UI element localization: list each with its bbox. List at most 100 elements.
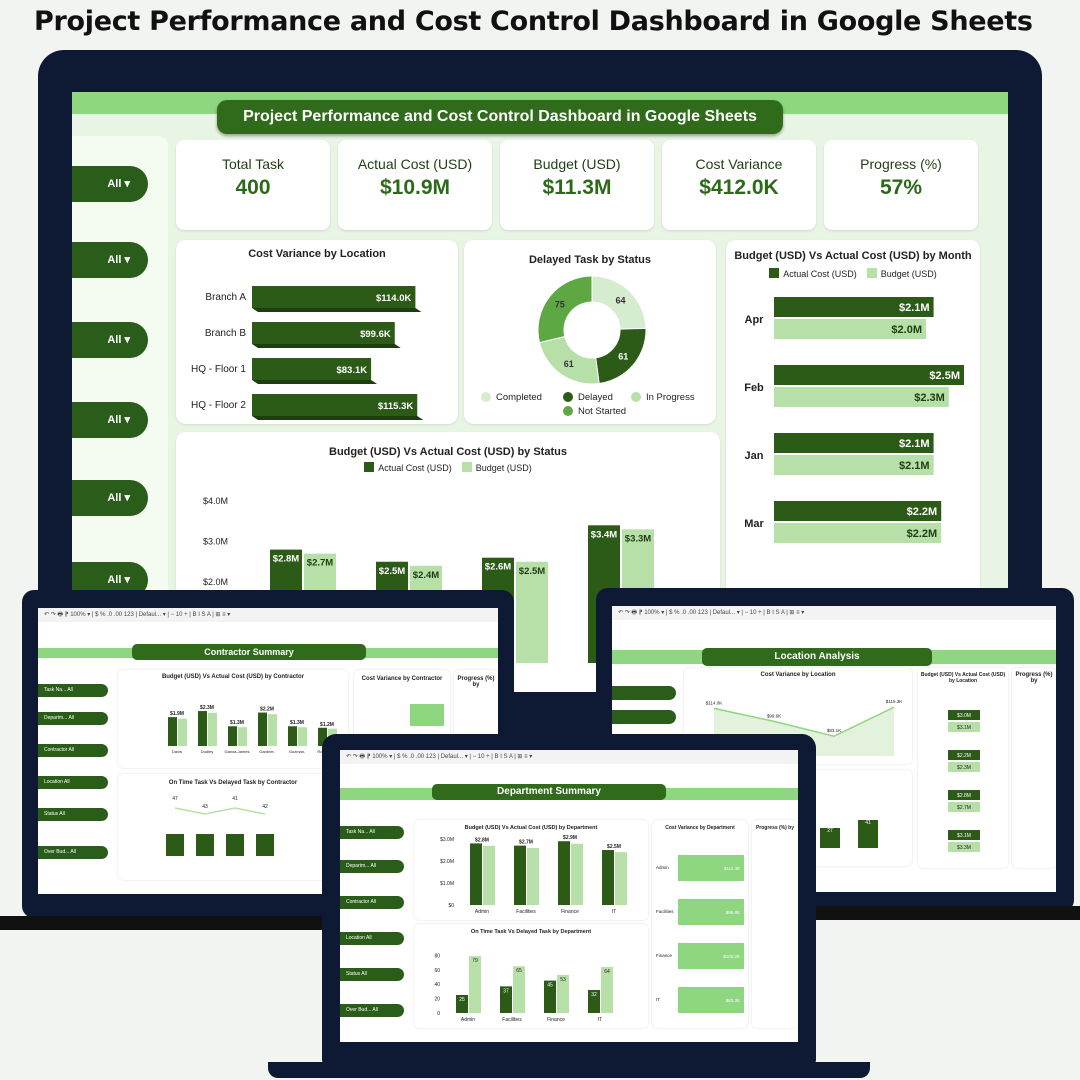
budget-month-chart: Apr $2.1M $2.0M Feb $2.5M $2.3M Jan $2.1M $2.1M M… [744,297,964,543]
sheets-toolbar[interactable]: ↶ ↷ 🖶 ⁋ 100% ▾ | $ % .0 .00 123 | Defaul… [38,608,498,622]
contractor-title: Contractor Summary [132,644,366,660]
y-tick-label: 40 [434,982,440,988]
bar-value: 79 [472,958,478,964]
delayed-bar [469,956,481,1013]
filter-contractor[interactable]: Contractor All [38,744,108,757]
category-label: Branch A [205,292,246,303]
filter-status[interactable]: Status All [340,968,404,981]
delayed-bar [513,966,525,1013]
bar-shadow [252,344,401,348]
bar-shadow [252,416,424,420]
legend-label: Delayed [578,392,613,403]
bar-value: $83.3K [726,998,740,1003]
category-label: Guzman, [289,749,305,754]
filter-contractor[interactable]: Contractor All [340,896,404,909]
month-legend: Actual Cost (USD) Budget (USD) [726,268,980,279]
filter-department[interactable]: Departm... All [38,712,108,725]
bar-value: 25 [459,997,465,1003]
ontime-bar [226,834,244,856]
legend-marker [481,392,491,402]
filter-pill[interactable] [612,686,676,700]
category-label: Facilities [502,1017,522,1023]
bar-value: $114.0K [376,293,412,304]
location-budget-card: Budget (USD) Vs Actual Cost (USD) by Loc… [918,668,1008,868]
bar-value: $1.2M [320,722,334,728]
category-label: Admin [461,1017,475,1023]
card-title: Cost Variance by Location [760,672,836,678]
filter-location[interactable]: Location All [340,932,404,945]
filter-department[interactable]: Departm... All [340,860,404,873]
sheets-toolbar[interactable]: ↶ ↷ 🖶 ⁋ 100% ▾ | $ % .0 .00 123 | Defaul… [340,750,798,764]
budget-bar [483,845,495,905]
variance-bar [678,899,744,925]
filter-task-name[interactable]: Task Na... All [38,684,108,697]
y-tick-label: $4.0M [203,496,228,506]
budget-bar [571,843,583,905]
y-tick-label: $2.0M [440,859,454,865]
filter-dropdown-2[interactable]: All ▾ [72,242,148,278]
budget-bar [774,319,926,339]
bar-value: $2.5M [929,370,960,382]
ontime-bar [500,986,512,1013]
filter-dropdown-3[interactable]: All ▾ [72,322,148,358]
category-label: Finance [561,909,579,915]
filter-value: All [107,574,122,586]
ontime-bar [196,834,214,856]
filter-value: All [107,254,122,266]
variance-bar [252,286,416,308]
point-label: 43 [202,804,208,810]
budget-bar [178,718,187,746]
actual-bar [228,726,237,746]
ontime-bar [588,989,600,1013]
task-bar: 41 [858,820,878,848]
month-label: Feb [744,382,764,394]
ontime-bar [256,834,274,856]
card-title: On Time Task Vs Delayed Task by Departme… [470,929,592,935]
budget-bar [208,712,217,746]
category-label: Finance [656,953,673,958]
legend-label: In Progress [646,392,695,403]
category-label: IT [612,909,616,915]
bar-value: $1.9M [170,711,184,717]
card-title: Budget (USD) Vs Actual Cost (USD) by Mon… [734,250,972,262]
actual-bar [948,830,980,840]
point-label: 42 [262,804,268,810]
legend-label: Not Started [578,406,626,417]
filter-over-budget[interactable]: Over Bud... All [38,846,108,859]
kpi-total-task: Total Task 400 [176,140,330,230]
contractor-budget-card: Budget (USD) Vs Actual Cost (USD) by Con… [118,670,348,768]
kpi-progress: Progress (%) 57% [824,140,978,230]
bar-value: $2.5M [519,566,545,577]
slice-label: 61 [564,359,574,369]
actual-bar [168,717,177,746]
card-title: Progress (%) by [457,676,495,688]
bar-value: $1.3M [290,720,304,726]
y-tick-label: $3.0M [440,837,454,843]
filter-over-budget[interactable]: Over Bud... All [340,1004,404,1017]
filter-dropdown-1[interactable]: All ▾ [72,166,148,202]
ontime-bar [456,995,468,1013]
sheets-toolbar[interactable]: ↶ ↷ 🖶 ⁋ 100% ▾ | $ % .0 .00 123 | Defaul… [612,606,1056,620]
bar-value: $2.5M [607,844,621,850]
location-budget-chart: $3.0M $3.1M $2.2M $2.3M $2.8M $2.7M $3.1M $3.3M [948,710,980,852]
location-task-card: 27 41 [808,770,912,866]
department-variance-card: Cost Variance by Department Admin $111.4K… [652,820,748,1028]
legend-swatch-actual [769,268,780,278]
filter-status[interactable]: Status All [38,808,108,821]
actual-bar [198,711,207,746]
filter-task-name[interactable]: Task Na... All [340,826,404,839]
device-base [0,916,340,930]
card-title: Progress (%) by [1015,672,1053,684]
kpi-cost-variance: Cost Variance $412.0K [662,140,816,230]
filter-pill[interactable] [612,710,676,724]
filter-dropdown-4[interactable]: All ▾ [72,402,148,438]
actual-bar [948,750,980,760]
department-budget-chart: $3.0M $2.0M $1.0M $0 $2.8M Admin $2.7M Faciliti… [440,835,627,915]
filter-dropdown-5[interactable]: All ▾ [72,480,148,516]
location-title: Location Analysis [702,648,932,666]
department-budget-card: Budget (USD) Vs Actual Cost (USD) by Dep… [414,820,648,920]
bar-value: $2.1M [899,438,930,450]
filter-location[interactable]: Location All [38,776,108,789]
slice-label: 61 [618,352,628,362]
bar-value: $2.3M [957,765,971,771]
